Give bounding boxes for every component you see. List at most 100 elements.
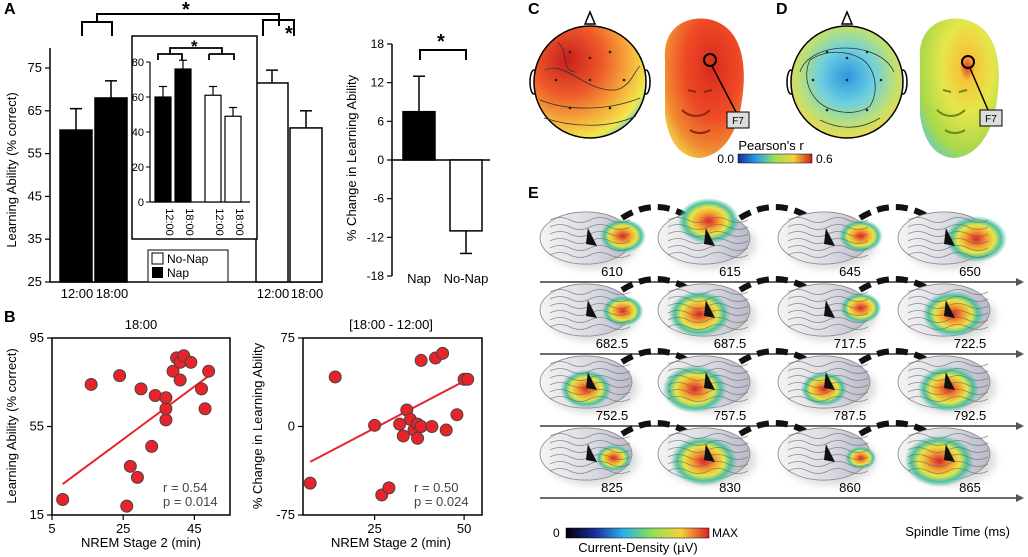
brain-sulcus — [667, 289, 749, 295]
brain-sulcus — [787, 224, 869, 230]
inset-xtick-1: 12:00 — [163, 208, 175, 236]
scatter-xtick-label: 25 — [367, 521, 381, 536]
current-density-colorbar: 0 MAX Current-Density (µV) — [553, 526, 738, 555]
brain-sulcus — [549, 433, 631, 439]
activation-hotspot — [602, 295, 644, 327]
spindle-time-label: 645 — [839, 264, 861, 279]
topomap-c — [529, 10, 651, 139]
sig-star-inset: * — [191, 37, 198, 56]
scatter-point — [414, 420, 428, 433]
inset-xtick-3: 12:00 — [213, 208, 225, 236]
spindle-time-label: 717.5 — [834, 336, 867, 351]
arrow-pointer-icon — [824, 372, 836, 390]
scatter-ytick-label: 55 — [30, 419, 44, 434]
panel-label-b: B — [4, 309, 16, 326]
scatter-point — [145, 439, 159, 453]
brain-sulcus — [787, 396, 869, 402]
spindle-time-label: Spindle Time (ms) — [905, 524, 1010, 539]
brain-sulcus — [667, 217, 749, 223]
brain-sulcus — [907, 296, 989, 302]
inset-nonap-bar-0 — [204, 94, 222, 203]
brain-sulcus — [907, 217, 989, 223]
brain-sulcus — [907, 396, 989, 402]
brain-sulcus — [907, 461, 989, 467]
legend-label-nap: Nap — [167, 266, 189, 280]
scatter-point — [159, 413, 173, 427]
scatter-xtick-label: 5 — [48, 521, 55, 536]
arrow-pointer-icon — [586, 372, 598, 390]
scatter-ytick-label: 15 — [30, 507, 44, 522]
nonap-bar-0 — [255, 82, 289, 283]
scatter-point — [159, 391, 173, 405]
timeline-arrowhead — [1016, 422, 1024, 430]
brain-sulcus — [667, 461, 749, 467]
brain-sulcus — [549, 461, 631, 467]
spindle-time-label: 830 — [719, 480, 741, 495]
brain-sulcus — [667, 440, 749, 446]
brain-sulcus — [907, 468, 989, 474]
brain-sulcus — [549, 440, 631, 446]
brain-sulcus — [667, 324, 749, 330]
inset-nap-bar-1 — [174, 68, 192, 203]
spindle-time-label: 860 — [839, 480, 861, 495]
brain-sulcus — [667, 317, 749, 323]
topomap-d — [786, 10, 908, 139]
brain-sulcus — [667, 468, 749, 474]
scatter-xtick-label: 25 — [116, 521, 130, 536]
activation-hotspot — [595, 444, 632, 472]
scatter-point — [393, 417, 407, 431]
panelA-xtick-1200-nap: 12:00 — [61, 286, 94, 301]
change-xtick-nap: Nap — [407, 271, 431, 286]
brain-sulcus — [667, 396, 749, 402]
inset-xtick-4: 18:00 — [233, 208, 245, 236]
panelA-xtick-1200-nonap: 12:00 — [257, 286, 290, 301]
brain-sulcus — [907, 224, 989, 230]
electrode-label-c: F7 — [732, 116, 744, 127]
scatter-point — [461, 372, 475, 386]
arrow-pointer-icon — [586, 228, 598, 246]
panelB-left-title: 18:00 — [125, 317, 158, 332]
panelB-left-p: p = 0.014 — [163, 494, 218, 509]
timeline-arrowhead — [1016, 494, 1024, 502]
scatter-xtick-label: 45 — [187, 521, 201, 536]
scatter-point — [195, 382, 209, 396]
spindle-time-label: 757.5 — [714, 408, 747, 423]
scatter-point — [436, 346, 450, 360]
brain-sulcus — [549, 217, 631, 223]
panelA-ytick-label: 55 — [28, 146, 42, 161]
panelA-ylabel: Learning Ability (% correct) — [4, 92, 19, 247]
spindle-time-label: 610 — [601, 264, 623, 279]
significance-brackets-a — [81, 13, 295, 36]
scatter-point — [166, 364, 180, 378]
scatter-point — [382, 481, 396, 495]
scatter-ytick-label: -75 — [276, 507, 295, 522]
panelA-ytick-label: 45 — [28, 188, 42, 203]
panelB-right-title: [18:00 - 12:00] — [349, 317, 433, 332]
change-ytick-label: -12 — [367, 230, 385, 244]
arrow-pointer-icon — [586, 444, 598, 462]
change-bracket — [419, 49, 467, 60]
arrow-pointer-icon — [824, 228, 836, 246]
panelA-ytick-label: 75 — [28, 60, 42, 75]
activation-hotspot — [668, 290, 731, 338]
change-ytick-label: 0 — [377, 153, 384, 167]
arrow-pointer-icon — [944, 228, 956, 246]
sig-star-a1: * — [182, 0, 190, 21]
brain-sulcus — [787, 461, 869, 467]
scatter-point — [450, 408, 464, 422]
arrow-pointer-icon — [704, 228, 716, 246]
scatter-point — [134, 382, 148, 396]
arrow-pointer-icon — [586, 300, 598, 318]
brain-row-1: 610 615 645 650 — [539, 197, 1024, 286]
scatter-point — [414, 353, 428, 367]
spindle-time-label: 687.5 — [714, 336, 747, 351]
change-bar-1 — [449, 159, 483, 232]
inset-ytick-label: 60 — [132, 92, 144, 104]
brain-sulcus — [787, 217, 869, 223]
scatter-point — [173, 373, 187, 387]
brain-sulcus — [787, 324, 869, 330]
brain-sulcus — [667, 433, 749, 439]
brain-sulcus — [549, 289, 631, 295]
brain-sulcus — [787, 440, 869, 446]
